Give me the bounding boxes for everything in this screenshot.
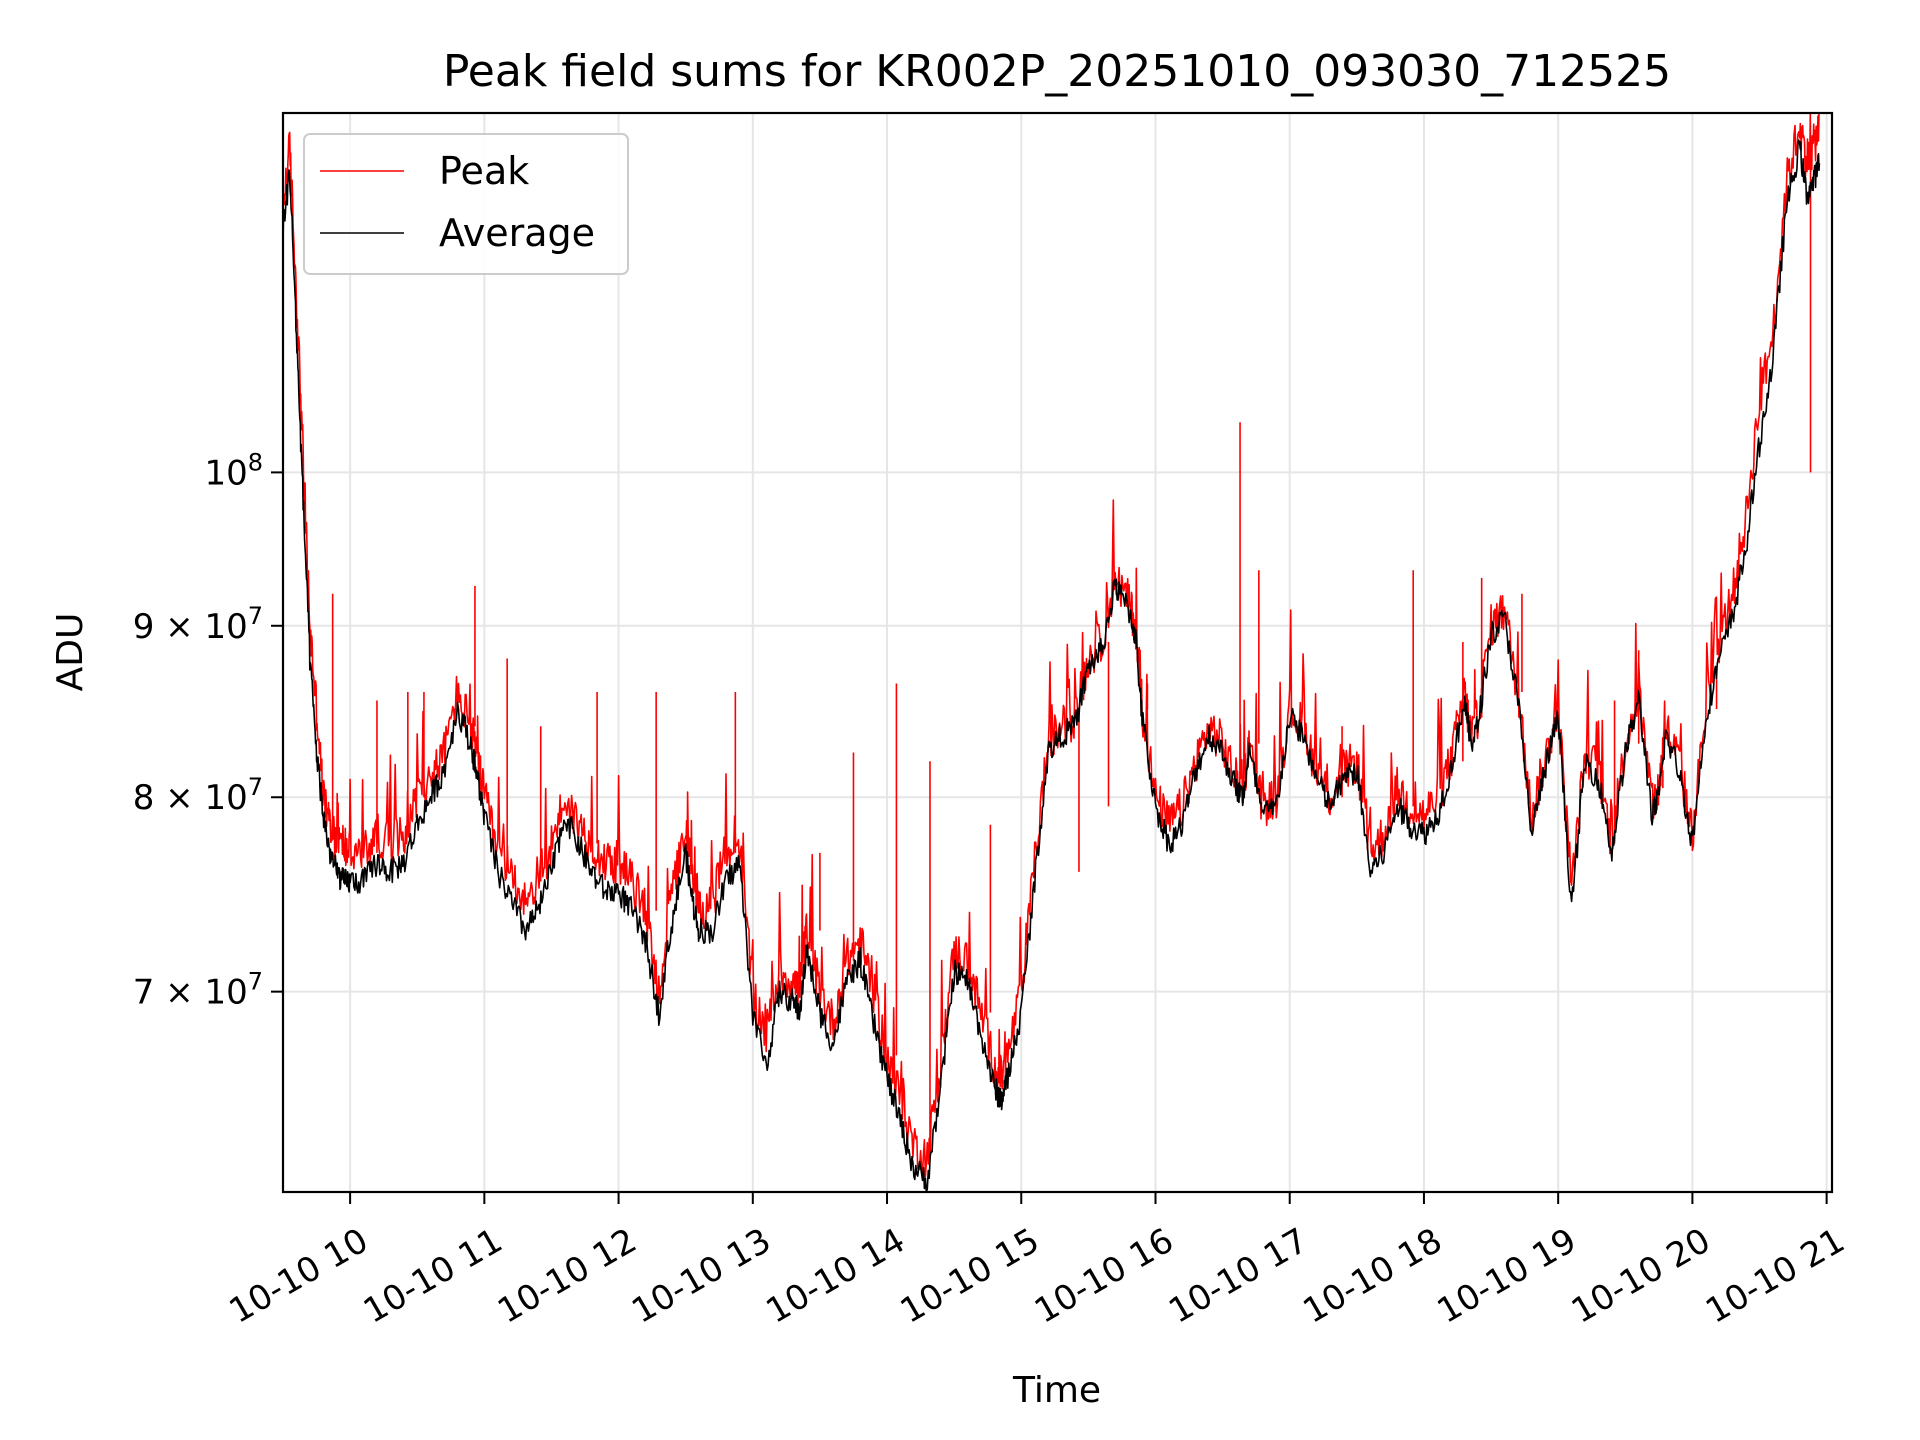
axes-frame: [281, 111, 1834, 1194]
plot-area: [282, 112, 1821, 1193]
y-tick-label: 7 × 107: [133, 968, 263, 1013]
legend-label-peak: Peak: [439, 149, 529, 193]
x-axis-label: Time: [1012, 1370, 1101, 1411]
y-axis: 7 × 107 8 × 107 9 × 107 108: [133, 448, 283, 1013]
legend: Peak Average: [303, 133, 629, 275]
grid: [283, 113, 1832, 1192]
y-tick-label: 108: [204, 448, 263, 493]
legend-box: [303, 133, 629, 275]
y-axis-label: ADU: [50, 613, 91, 692]
y-tick-label: 8 × 107: [133, 773, 263, 818]
y-tick-label: 9 × 107: [133, 602, 263, 647]
chart-title: Peak field sums for KR002P_20251010_0930…: [443, 46, 1671, 97]
series-line-peak: [282, 112, 1820, 1178]
legend-label-average: Average: [439, 211, 595, 255]
series-line-average: [282, 139, 1821, 1193]
